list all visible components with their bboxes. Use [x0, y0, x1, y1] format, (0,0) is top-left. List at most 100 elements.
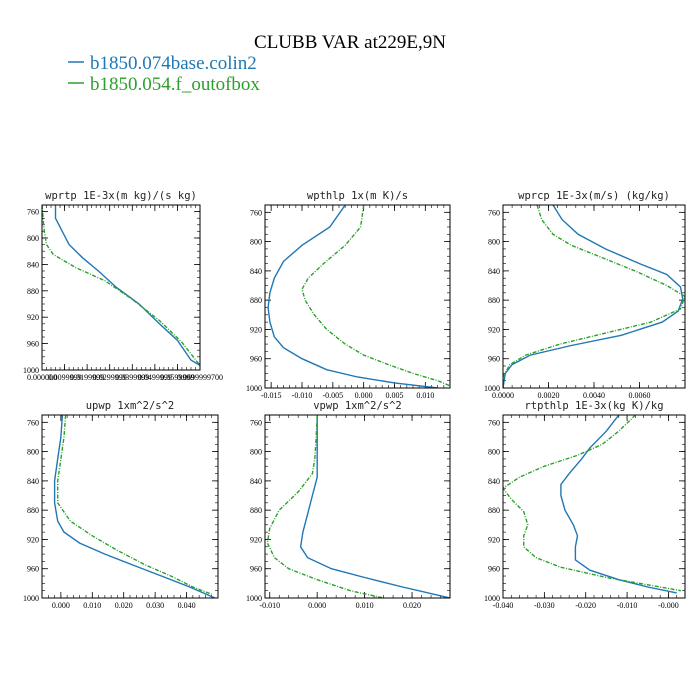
- y-tick-label: 840: [27, 260, 39, 269]
- minor-ticks: [264, 204, 451, 389]
- series-line: [299, 415, 450, 598]
- x-tick-label: -0.010: [617, 601, 638, 610]
- y-tick-label: 760: [488, 418, 500, 427]
- y-tick-label: 1000: [246, 384, 262, 393]
- panel-title: upwp 1xm^2/s^2: [86, 400, 175, 412]
- y-tick-label: 880: [488, 296, 500, 305]
- plot-frame: [502, 204, 686, 389]
- series-line: [57, 415, 212, 595]
- series-line: [267, 205, 438, 388]
- x-tick-label: 0.030: [146, 601, 164, 610]
- panel-2: wpthlp 1x(m K)/s7608008408809209601000-0…: [246, 190, 451, 400]
- y-tick-label: 960: [27, 340, 39, 349]
- y-tick-label: 960: [488, 355, 500, 364]
- x-tick-label: 0.0060: [629, 391, 651, 400]
- minor-ticks: [41, 204, 201, 371]
- panel-title: wprcp 1E-3x(m/s) (kg/kg): [518, 190, 670, 202]
- minor-ticks: [502, 204, 686, 389]
- y-tick-label: 880: [27, 287, 39, 296]
- x-tick-label: 0.000: [355, 391, 373, 400]
- x-tick-label: 0.0020: [538, 391, 560, 400]
- y-tick-label: 760: [27, 418, 39, 427]
- panel-4: upwp 1xm^2/s^2 760 800 840 880 920 960 1000 0.00…: [23, 400, 219, 610]
- y-tick-label: 920: [488, 535, 500, 544]
- y-tick-label: 1000: [23, 366, 39, 375]
- x-tick-label: 0.010: [356, 601, 374, 610]
- y-tick-label: 920: [250, 325, 262, 334]
- y-tick-label: 760: [250, 418, 262, 427]
- y-tick-label: 960: [250, 355, 262, 364]
- x-tick-label: 0.040: [178, 601, 196, 610]
- x-tick-label: -0.030: [534, 601, 555, 610]
- plot-frame: [41, 204, 201, 371]
- y-tick-label: 840: [250, 267, 262, 276]
- y-tick-label: 880: [250, 296, 262, 305]
- x-tick-label: 0.0099999: [48, 373, 82, 382]
- y-tick-label: 840: [250, 477, 262, 486]
- x-tick-label: -0.010: [292, 391, 313, 400]
- series-line: [301, 205, 450, 387]
- x-tick-label: -0.000: [658, 601, 679, 610]
- y-tick-label: 760: [250, 208, 262, 217]
- x-tick-label: -0.040: [493, 601, 514, 610]
- legend-label-1: b1850.074base.colin2: [90, 53, 257, 74]
- x-tick-label: 0.0199999: [70, 373, 104, 382]
- y-tick-label: 800: [27, 234, 39, 243]
- panel-5: vpwp 1xm^2/s^2 760 800 840 880 920 960 1000-0.0…: [246, 400, 451, 610]
- x-tick-label: 0.010: [83, 601, 101, 610]
- y-tick-label: 840: [27, 477, 39, 486]
- panel-6: rtpthlp 1E-3x(kg K)/kg 760 800 840 880 920 960…: [484, 400, 686, 610]
- y-tick-label: 960: [27, 565, 39, 574]
- panel-title: wprtp 1E-3x(m kg)/(s kg): [45, 190, 197, 202]
- y-tick-label: 1000: [484, 384, 500, 393]
- panel-1: wprtp 1E-3x(m kg)/(s kg) 760 800 840 880 920 9…: [23, 190, 223, 382]
- y-tick-label: 1000: [484, 594, 500, 603]
- series-line: [54, 205, 200, 367]
- y-tick-label: 960: [250, 565, 262, 574]
- x-tick-label: 0.0599999: [160, 373, 194, 382]
- panel-title: rtpthlp 1E-3x(kg K)/kg: [524, 400, 663, 412]
- x-tick-label: 0.020: [115, 601, 133, 610]
- series-line: [42, 205, 200, 366]
- y-tick-label: 760: [488, 208, 500, 217]
- plot-frame: [41, 414, 219, 599]
- legend-entry-2: b1850.054.f_outofbox: [68, 74, 260, 95]
- y-tick-label: 1000: [246, 594, 262, 603]
- plot-frame: [264, 204, 451, 389]
- x-tick-label: 0.0399999: [115, 373, 149, 382]
- series-line: [266, 415, 384, 598]
- y-tick-label: 800: [250, 238, 262, 247]
- y-tick-label: 840: [488, 267, 500, 276]
- figure-title: CLUBB VAR at229E,9N: [254, 32, 446, 53]
- x-tick-label: 0.020: [403, 601, 421, 610]
- y-tick-label: 800: [488, 238, 500, 247]
- x-tick-label: 0.0499999: [138, 373, 172, 382]
- legend-entry-1: b1850.074base.colin2: [68, 53, 257, 74]
- panels: wprtp 1E-3x(m kg)/(s kg) 760 800 840 880 920 9…: [23, 190, 686, 610]
- y-tick-label: 960: [488, 565, 500, 574]
- x-tick-label: 0.000: [308, 601, 326, 610]
- x-tick-label: -0.005: [322, 391, 343, 400]
- x-tick-label: 0.005: [386, 391, 404, 400]
- y-tick-label: 800: [27, 448, 39, 457]
- x-tick-label: -0.015: [261, 391, 282, 400]
- x-tick-label: 0.0000: [492, 391, 514, 400]
- x-tick-label: 0.0699999700: [177, 373, 223, 382]
- y-tick-label: 760: [27, 208, 39, 217]
- x-tick-label: 0.000000: [27, 373, 57, 382]
- y-tick-label: 920: [27, 535, 39, 544]
- minor-ticks: [503, 414, 686, 599]
- series-line: [503, 205, 685, 388]
- y-tick-label: 920: [27, 313, 39, 322]
- legend-label-2: b1850.054.f_outofbox: [90, 74, 260, 95]
- x-tick-label: 0.0299999: [93, 373, 127, 382]
- figure-legend: b1850.074base.colin2 b1850.054.f_outofbo…: [68, 53, 260, 95]
- panel-title: vpwp 1xm^2/s^2: [313, 400, 402, 412]
- minor-ticks: [41, 414, 219, 599]
- x-tick-label: -0.020: [575, 601, 596, 610]
- x-tick-label: 0.010: [416, 391, 434, 400]
- y-tick-label: 880: [250, 506, 262, 515]
- x-tick-label: 0.000: [52, 601, 70, 610]
- y-tick-label: 800: [250, 448, 262, 457]
